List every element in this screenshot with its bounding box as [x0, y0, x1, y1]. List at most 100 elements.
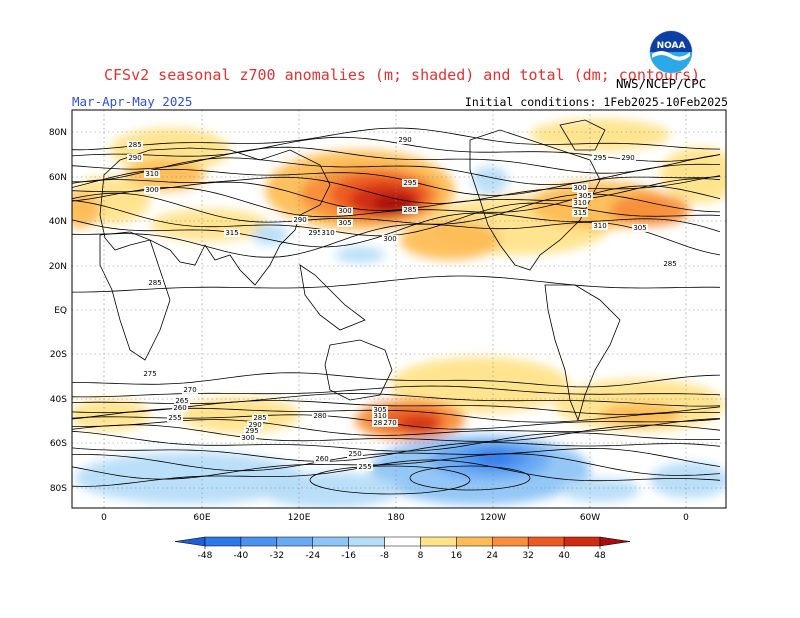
svg-text:295: 295	[403, 179, 416, 187]
lat-label: 80N	[49, 128, 67, 138]
contour-label: 285	[662, 260, 678, 268]
svg-text:285: 285	[253, 414, 266, 422]
contour-label: 285	[147, 279, 163, 287]
colorbar-label: 8	[418, 551, 424, 561]
colorbar-segment	[384, 536, 421, 547]
colorbar-segment	[348, 536, 385, 547]
svg-text:305: 305	[578, 192, 591, 200]
contour-label: 300	[240, 434, 256, 442]
contour-label: 285	[402, 206, 418, 214]
colorbar-segment	[276, 536, 313, 547]
contour-label: 250	[347, 450, 363, 458]
colorbar-label: 48	[594, 551, 606, 561]
svg-text:255: 255	[358, 463, 371, 471]
colorbar-label: 16	[451, 551, 463, 561]
contour-label: 295	[402, 179, 418, 187]
anomaly-shading	[72, 119, 726, 508]
latitude-labels: 80N 60N 40N 20N EQ 20S 40S 60S 80S	[49, 128, 67, 494]
svg-text:290: 290	[621, 154, 634, 162]
svg-text:305: 305	[338, 219, 351, 227]
svg-text:305: 305	[373, 406, 386, 414]
contour-label: 260	[172, 404, 188, 412]
colorbar-segment	[312, 536, 349, 547]
contour-label: 300	[382, 235, 398, 243]
contour-label: 290	[397, 136, 413, 144]
contour-label: 290	[127, 154, 143, 162]
lat-label: 40S	[50, 395, 67, 405]
agency-label: NWS/NCEP/CPC	[616, 76, 707, 91]
contour-label: 310	[372, 412, 388, 420]
longitude-labels: 0 60E 120E 180 120W 60W 0	[101, 513, 689, 523]
svg-text:290: 290	[398, 136, 411, 144]
lat-label: EQ	[54, 306, 67, 316]
svg-text:290: 290	[248, 421, 261, 429]
contour-label: 280	[372, 419, 388, 427]
lat-label: 60N	[49, 173, 67, 183]
lon-label: 60W	[580, 513, 600, 523]
svg-text:295: 295	[593, 154, 606, 162]
svg-text:250: 250	[348, 450, 361, 458]
svg-text:295: 295	[308, 229, 321, 237]
coastlines	[99, 119, 621, 422]
contour-label: 295	[244, 427, 260, 435]
contour-label: 290	[620, 154, 636, 162]
contour-label: 315	[224, 229, 240, 237]
colorbar-label: -8	[380, 551, 389, 561]
svg-text:270: 270	[383, 419, 396, 427]
colorbar-label: 32	[522, 551, 533, 561]
colorbar-segment	[563, 536, 601, 547]
lat-lon-grid	[72, 110, 726, 508]
noaa-logo-icon: NOAA	[649, 30, 693, 74]
lon-label: 0	[101, 513, 107, 523]
colorbar-label: -40	[234, 551, 249, 561]
contour-label: 285	[127, 141, 143, 149]
svg-text:300: 300	[573, 184, 586, 192]
svg-text:270: 270	[183, 386, 196, 394]
svg-text:310: 310	[573, 199, 586, 207]
lon-label: 120W	[480, 513, 506, 523]
contour-label: 295	[307, 229, 323, 237]
colorbar-segment	[240, 536, 278, 547]
colorbar-label: -16	[341, 551, 356, 561]
colorbar-segment	[420, 536, 457, 547]
colorbar-arrow-high	[599, 536, 631, 547]
svg-text:300: 300	[383, 235, 396, 243]
contour-label: 265	[174, 397, 190, 405]
contour-label: 305	[632, 224, 648, 232]
lat-label: 20N	[49, 262, 67, 272]
svg-text:NOAA: NOAA	[657, 41, 686, 51]
svg-text:310: 310	[321, 229, 334, 237]
svg-text:280: 280	[373, 419, 386, 427]
contour-label: 280	[312, 412, 328, 420]
svg-text:275: 275	[143, 370, 156, 378]
lat-label: 80S	[50, 484, 67, 494]
svg-text:300: 300	[145, 186, 158, 194]
svg-text:285: 285	[403, 206, 416, 214]
colorbar-label: 40	[558, 551, 570, 561]
lat-label: 20S	[50, 350, 67, 360]
svg-text:285: 285	[128, 141, 141, 149]
svg-text:290: 290	[293, 216, 306, 224]
contour-label: 270	[182, 386, 198, 394]
contour-label: 305	[372, 406, 388, 414]
contour-label: 255	[357, 463, 373, 471]
contour-label: 305	[337, 219, 353, 227]
map-field: 2852903003103152852902953003053102852902…	[72, 110, 726, 508]
svg-text:280: 280	[313, 412, 326, 420]
svg-text:315: 315	[573, 209, 586, 217]
contour-label: 310	[320, 229, 336, 237]
lon-label: 60E	[193, 513, 210, 523]
contour-label: 275	[142, 370, 158, 378]
svg-text:300: 300	[338, 207, 351, 215]
colorbar-segment	[204, 536, 242, 547]
contour-label: 310	[572, 199, 588, 207]
svg-text:285: 285	[148, 279, 161, 287]
contour-label: 290	[292, 216, 308, 224]
contour-label: 310	[592, 222, 608, 230]
contour-label: 315	[572, 209, 588, 217]
colorbar-segment	[456, 536, 493, 547]
contour-label: 290	[247, 421, 263, 429]
contour-label: 260	[314, 455, 330, 463]
contour-label: 285	[252, 414, 268, 422]
